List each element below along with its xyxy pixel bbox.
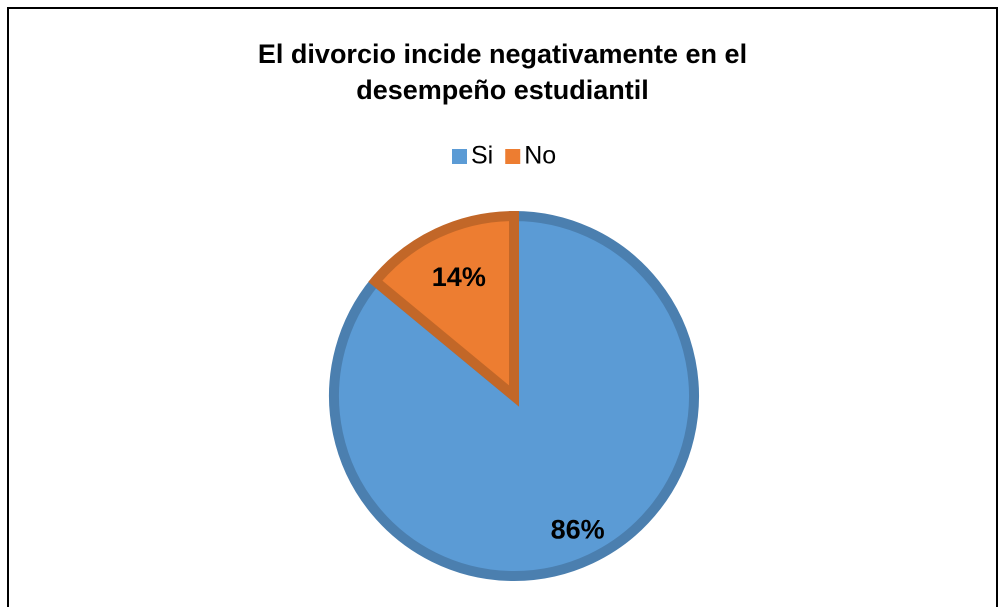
legend-swatch [505,149,521,164]
pie-slice [368,210,519,407]
chart-title: El divorcio incide negativamente en el d… [257,39,748,105]
legend-label: No [524,142,556,170]
legend-swatch [452,149,467,164]
title-wrap: El divorcio incide negativamente en el d… [0,36,1005,108]
pie-slice [329,210,699,581]
data-label: 14% [432,262,486,292]
chart-frame [7,7,998,607]
data-label: 86% [551,514,605,544]
legend-label: Si [471,142,493,170]
